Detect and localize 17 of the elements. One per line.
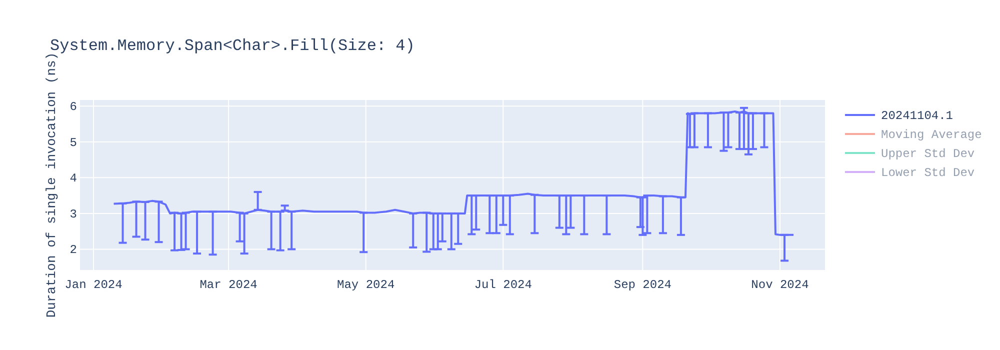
legend-label: 20241104.1	[881, 109, 954, 123]
y-tick-label: 4	[70, 172, 77, 186]
chart-title: System.Memory.Span<Char>.Fill(Size: 4)	[50, 37, 415, 55]
x-tick-label: Nov 2024	[751, 278, 809, 292]
y-tick-label: 2	[70, 243, 77, 258]
y-tick-label: 5	[70, 136, 77, 150]
x-tick-label: Jan 2024	[64, 278, 122, 292]
x-tick-label: Sep 2024	[614, 278, 672, 292]
x-tick-label: May 2024	[337, 278, 395, 292]
y-axis-title: Duration of single invocation (ns)	[44, 52, 59, 318]
legend-label: Upper Std Dev	[881, 147, 975, 161]
y-tick-label: 6	[70, 100, 77, 114]
legend-label: Moving Average	[881, 128, 982, 142]
x-tick-label: Mar 2024	[200, 278, 258, 292]
legend-label: Lower Std Dev	[881, 166, 975, 180]
x-tick-label: Jul 2024	[474, 278, 532, 292]
y-tick-label: 3	[70, 207, 77, 222]
